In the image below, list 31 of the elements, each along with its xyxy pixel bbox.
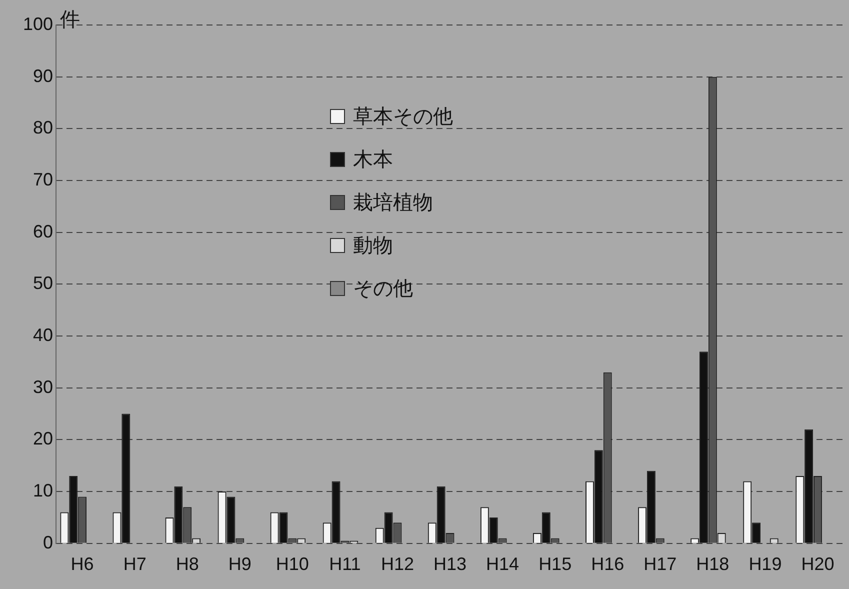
x-tick-label: H18: [696, 554, 730, 574]
y-tick-label: 100: [22, 14, 54, 34]
y-tick-label: 0: [43, 532, 54, 552]
legend-label: 栽培植物: [353, 189, 433, 216]
x-tick-label: H20: [801, 554, 834, 574]
x-tick-label: H9: [228, 554, 252, 574]
x-tick-label: H7: [123, 554, 146, 574]
x-tick-label: H16: [591, 554, 624, 574]
y-tick-label: 70: [33, 169, 54, 190]
x-tick-label: H8: [176, 554, 199, 574]
y-tick-label: 10: [33, 480, 54, 501]
legend-label: 木本: [353, 146, 393, 173]
y-tick-label: 80: [33, 118, 54, 138]
x-tick-label: H12: [380, 554, 414, 574]
y-tick-label: 30: [33, 376, 54, 397]
y-tick-label: 90: [33, 66, 54, 86]
x-tick-label: H13: [434, 554, 467, 574]
y-tick-label: 40: [33, 325, 54, 346]
x-tick-label: H15: [538, 554, 572, 574]
y-axis-title: 件: [60, 7, 80, 32]
y-tick-label: 20: [33, 428, 54, 449]
x-tick-label: H19: [748, 554, 782, 574]
y-tick-label: 60: [33, 221, 54, 242]
x-tick-label: H10: [276, 554, 309, 574]
x-tick-label: H11: [329, 554, 361, 574]
x-tick-label: H6: [70, 554, 94, 574]
x-tick-label: H17: [644, 554, 677, 574]
y-tick-label: 50: [33, 273, 54, 294]
x-tick-label: H14: [486, 554, 520, 574]
legend-label: 動物: [353, 232, 393, 259]
legend-label: 草本その他: [353, 103, 453, 130]
